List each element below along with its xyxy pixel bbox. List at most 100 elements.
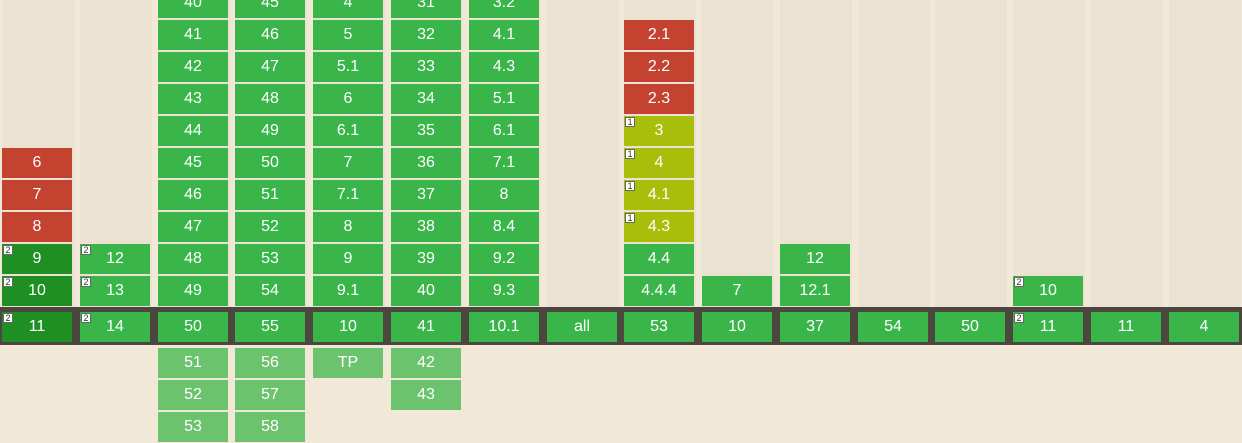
version-cell-past[interactable]: 40	[158, 0, 228, 18]
version-cell-past[interactable]: 38	[391, 212, 461, 242]
version-cell-past[interactable]: 8	[313, 212, 383, 242]
version-cell-past[interactable]: 34	[391, 84, 461, 114]
version-cell-current[interactable]: 50	[158, 312, 228, 342]
version-cell-past[interactable]: 53	[235, 244, 305, 274]
version-cell-past[interactable]: 12 2	[80, 244, 150, 274]
version-cell-past[interactable]: 46	[158, 180, 228, 210]
version-cell-current[interactable]: 14 2	[80, 312, 150, 342]
version-cell-past[interactable]: 4.4.4	[624, 276, 694, 306]
version-cell-past[interactable]: 4	[313, 0, 383, 18]
version-cell-past[interactable]: 8.4	[469, 212, 539, 242]
version-cell-past[interactable]: 2.3	[624, 84, 694, 114]
version-cell-past[interactable]: 5.1	[313, 52, 383, 82]
version-cell-past[interactable]: 4.3	[469, 52, 539, 82]
note-badge[interactable]: 2	[81, 245, 91, 255]
version-cell-future[interactable]: 58	[235, 412, 305, 442]
version-cell-current[interactable]: 11	[1091, 312, 1161, 342]
version-cell-past[interactable]: 7.1	[313, 180, 383, 210]
version-cell-past[interactable]: 48	[158, 244, 228, 274]
version-cell-past[interactable]: 41	[158, 20, 228, 50]
version-cell-past[interactable]: 9.1	[313, 276, 383, 306]
note-badge[interactable]: 2	[81, 313, 91, 323]
version-cell-past[interactable]: 42	[158, 52, 228, 82]
version-cell-current[interactable]: 54	[858, 312, 928, 342]
version-cell-past[interactable]: 10 2	[1013, 276, 1083, 306]
version-cell-current[interactable]: 10	[313, 312, 383, 342]
version-cell-past[interactable]: 3.2	[469, 0, 539, 18]
version-cell-past[interactable]: 49	[158, 276, 228, 306]
version-cell-future[interactable]: 42	[391, 348, 461, 378]
version-cell-future[interactable]: 52	[158, 380, 228, 410]
version-cell-past[interactable]: 6.1	[313, 116, 383, 146]
version-cell-past[interactable]: 39	[391, 244, 461, 274]
version-cell-past[interactable]: 12.1	[780, 276, 850, 306]
version-cell-past[interactable]: 5.1	[469, 84, 539, 114]
version-cell-past[interactable]: 9.3	[469, 276, 539, 306]
note-badge[interactable]: 1	[625, 117, 635, 127]
version-cell-past[interactable]: 2.1	[624, 20, 694, 50]
version-cell-past[interactable]: 36	[391, 148, 461, 178]
note-badge[interactable]: 1	[625, 181, 635, 191]
version-cell-past[interactable]: 45	[158, 148, 228, 178]
version-cell-current[interactable]: 10	[702, 312, 772, 342]
version-cell-past[interactable]: 5	[313, 20, 383, 50]
version-cell-current[interactable]: 11 2	[1013, 312, 1083, 342]
version-cell-future[interactable]: 57	[235, 380, 305, 410]
version-cell-current[interactable]: 4	[1169, 312, 1239, 342]
version-cell-past[interactable]: 49	[235, 116, 305, 146]
version-cell-past[interactable]: 7	[702, 276, 772, 306]
version-cell-future[interactable]: TP	[313, 348, 383, 378]
version-cell-past[interactable]: 7.1	[469, 148, 539, 178]
version-cell-past[interactable]: 44	[158, 116, 228, 146]
version-cell-past[interactable]: 4.1	[469, 20, 539, 50]
version-cell-past[interactable]: 13 2	[80, 276, 150, 306]
version-cell-past[interactable]: 33	[391, 52, 461, 82]
version-cell-past[interactable]: 4.4	[624, 244, 694, 274]
version-cell-past[interactable]: 45	[235, 0, 305, 18]
version-cell-future[interactable]: 56	[235, 348, 305, 378]
version-cell-past[interactable]: 35	[391, 116, 461, 146]
version-cell-past[interactable]: 7	[2, 180, 72, 210]
version-cell-past[interactable]: 47	[235, 52, 305, 82]
version-cell-past[interactable]: 52	[235, 212, 305, 242]
version-cell-current[interactable]: 50	[935, 312, 1005, 342]
version-cell-current[interactable]: 11 2	[2, 312, 72, 342]
version-cell-past[interactable]: 6.1	[469, 116, 539, 146]
version-cell-past[interactable]: 48	[235, 84, 305, 114]
note-badge[interactable]: 2	[81, 277, 91, 287]
note-badge[interactable]: 2	[3, 313, 13, 323]
note-badge[interactable]: 2	[1014, 277, 1024, 287]
version-cell-future[interactable]: 51	[158, 348, 228, 378]
version-cell-future[interactable]: 53	[158, 412, 228, 442]
version-cell-past[interactable]: 4.3 1	[624, 212, 694, 242]
version-cell-past[interactable]: 47	[158, 212, 228, 242]
version-cell-past[interactable]: 12	[780, 244, 850, 274]
version-cell-current[interactable]: 37	[780, 312, 850, 342]
version-cell-past[interactable]: 9.2	[469, 244, 539, 274]
version-cell-past[interactable]: 10 2	[2, 276, 72, 306]
version-cell-past[interactable]: 37	[391, 180, 461, 210]
note-badge[interactable]: 2	[1014, 313, 1024, 323]
version-cell-past[interactable]: 54	[235, 276, 305, 306]
version-cell-past[interactable]: 7	[313, 148, 383, 178]
version-cell-past[interactable]: 9	[313, 244, 383, 274]
version-cell-past[interactable]: 6	[313, 84, 383, 114]
version-cell-current[interactable]: 53	[624, 312, 694, 342]
note-badge[interactable]: 2	[3, 245, 13, 255]
version-cell-past[interactable]: 31	[391, 0, 461, 18]
version-cell-past[interactable]: 50	[235, 148, 305, 178]
note-badge[interactable]: 2	[3, 277, 13, 287]
version-cell-past[interactable]: 2.2	[624, 52, 694, 82]
version-cell-past[interactable]: 43	[158, 84, 228, 114]
version-cell-current[interactable]: 41	[391, 312, 461, 342]
note-badge[interactable]: 1	[625, 213, 635, 223]
version-cell-past[interactable]: 32	[391, 20, 461, 50]
version-cell-current[interactable]: 10.1	[469, 312, 539, 342]
version-cell-past[interactable]: 8	[469, 180, 539, 210]
version-cell-past[interactable]: 4.1 1	[624, 180, 694, 210]
version-cell-past[interactable]: 6	[2, 148, 72, 178]
version-cell-past[interactable]: 51	[235, 180, 305, 210]
note-badge[interactable]: 1	[625, 149, 635, 159]
